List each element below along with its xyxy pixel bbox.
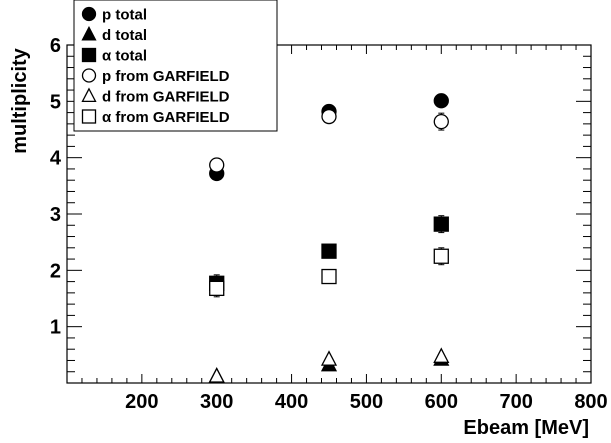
- x-tick-label: 400: [275, 391, 308, 413]
- data-point-triangle-open: [320, 350, 338, 366]
- legend-label: d from GARFIELD: [102, 89, 230, 106]
- data-point-circle-open: [209, 157, 225, 173]
- legend-label: α from GARFIELD: [102, 109, 230, 126]
- y-tick-labels: 1 2 3 4 5 6: [50, 35, 62, 339]
- y-tick-label: 1: [50, 317, 61, 339]
- data-point-square-open: [433, 248, 449, 264]
- y-tick-label: 6: [50, 35, 61, 57]
- x-tick-labels: 200 300 400 500 600 700 800: [125, 391, 608, 413]
- legend-marker: [81, 68, 97, 83]
- legend-marker: [81, 6, 97, 22]
- y-tick-label: 3: [50, 204, 61, 226]
- legend-label: p from GARFIELD: [102, 68, 230, 85]
- y-axis-label: multiplicity: [9, 47, 31, 153]
- data-point-circle-filled: [433, 93, 449, 109]
- data-marks: [208, 93, 450, 383]
- x-tick-label: 200: [125, 391, 158, 413]
- y-tick-label: 4: [50, 148, 62, 170]
- data-point-square-open: [209, 280, 225, 297]
- x-tick-label: 600: [425, 391, 458, 413]
- data-point-square-filled: [321, 243, 337, 259]
- legend-label: p total: [102, 7, 147, 24]
- x-tick-label: 500: [350, 391, 383, 413]
- data-point-triangle-open: [208, 367, 225, 383]
- data-point-square-open: [321, 268, 337, 285]
- data-point-circle-open: [433, 113, 449, 130]
- data-point-square-filled: [433, 216, 449, 232]
- legend-label: d total: [102, 27, 147, 44]
- legend-box: [73, 0, 278, 132]
- x-axis-label: Ebeam [MeV]: [463, 417, 589, 439]
- legend: p total d total α total p from GARFIELD d fr…: [73, 0, 278, 132]
- data-point-triangle-open: [433, 347, 450, 363]
- legend-marker: [81, 47, 97, 63]
- legend-marker: [81, 25, 97, 41]
- legend-label: α total: [102, 48, 147, 65]
- y-tick-label: 2: [50, 260, 61, 282]
- data-point-circle-open: [321, 108, 337, 125]
- legend-marker: [81, 87, 97, 103]
- legend-marker: [81, 109, 97, 124]
- x-tick-label: 800: [574, 391, 607, 413]
- y-tick-label: 5: [50, 91, 61, 113]
- x-tick-label: 700: [499, 391, 532, 413]
- x-tick-label: 300: [200, 391, 233, 413]
